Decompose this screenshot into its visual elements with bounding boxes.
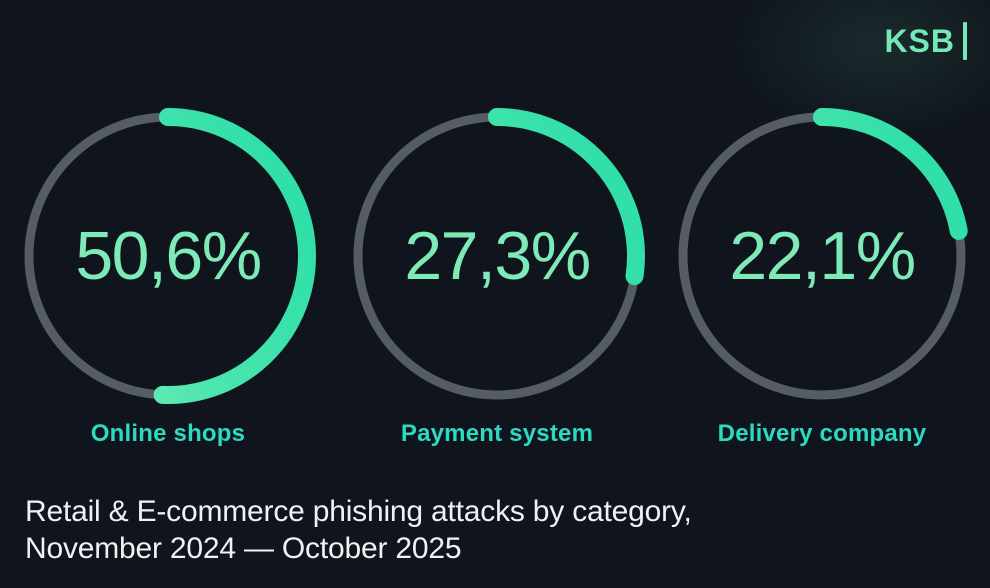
- ksb-logo-text: KSB: [884, 23, 955, 59]
- donut-arc: [674, 108, 970, 404]
- donut-value: 27,3%: [404, 218, 591, 294]
- donut-ring-payment-system: 27,3%: [347, 106, 647, 406]
- donut-value: 50,6%: [75, 218, 262, 294]
- donut-svg: [674, 108, 970, 404]
- ksb-logo-cursor-bar: [963, 22, 967, 60]
- donut-category-label: Payment system: [400, 420, 594, 447]
- caption-line2: November 2024 — October 2025: [25, 532, 462, 565]
- donut-category-label: Online shops: [90, 420, 246, 447]
- donut-svg: [20, 108, 316, 404]
- donut-svg: [349, 108, 645, 404]
- donut-card-delivery-company: 22,1% Delivery company: [672, 106, 972, 448]
- chart-caption: Retail & E-commerce phishing attacks by …: [25, 493, 692, 567]
- donut-ring-online-shops: 50,6%: [18, 106, 318, 406]
- donut-card-payment-system: 27,3% Payment system: [347, 106, 647, 448]
- donut-arc: [349, 108, 645, 404]
- donut-arc: [20, 108, 316, 404]
- ksb-logo: KSB: [884, 22, 967, 60]
- caption-line1: Retail & E-commerce phishing attacks by …: [25, 495, 692, 528]
- donut-card-online-shops: 50,6% Online shops: [18, 106, 318, 448]
- donut-category-label: Delivery company: [717, 420, 927, 447]
- donut-value: 22,1%: [729, 218, 916, 294]
- donut-ring-delivery-company: 22,1%: [672, 106, 972, 406]
